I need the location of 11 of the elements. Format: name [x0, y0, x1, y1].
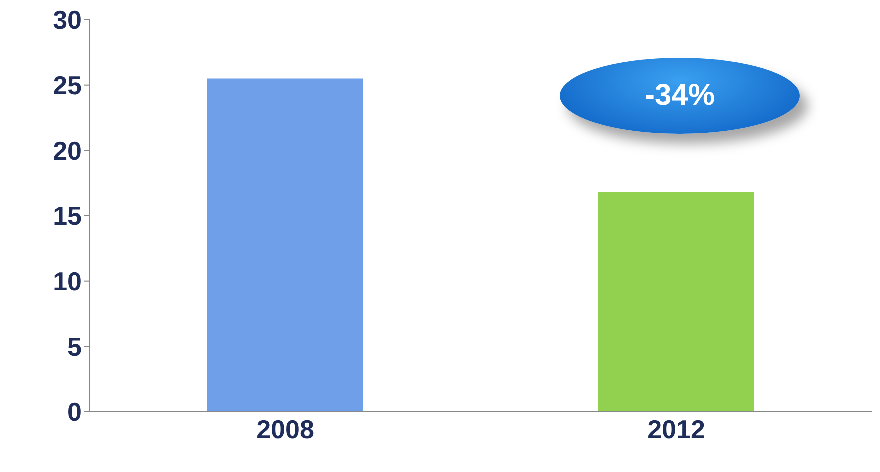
y-tick-label: 10 [53, 266, 82, 297]
x-tick-label: 2012 [648, 414, 706, 444]
y-tick-label: 0 [68, 397, 82, 428]
annotation: -34% [644, 79, 716, 113]
y-tick-label: 30 [53, 5, 82, 36]
y-tick-label: 25 [53, 70, 82, 101]
x-tick-label: 2008 [256, 414, 314, 444]
y-tick-label: 15 [53, 201, 82, 232]
y-tick-label: 20 [53, 136, 82, 166]
oval-badge: -34% [560, 58, 800, 134]
y-tick-label: 5 [68, 332, 82, 362]
